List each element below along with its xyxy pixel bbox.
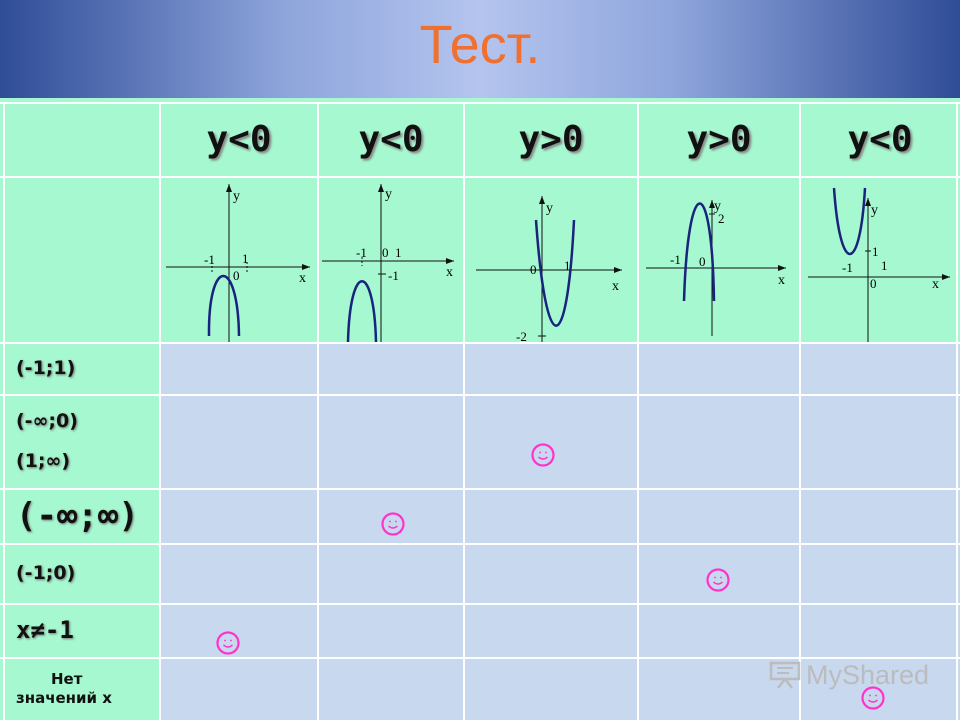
smiley-icon (381, 512, 405, 536)
graph-1-origin: 0 (233, 268, 240, 283)
graph-1-parabola (207, 274, 241, 337)
row-label-3: (-∞;∞) (0, 488, 160, 543)
graph-2-x-label: x (446, 265, 453, 280)
graph-3-tick-1: 1 (564, 258, 571, 273)
header-col-4: y>0 (686, 118, 752, 160)
graph-4-x-label: x (778, 273, 785, 288)
graph-4: y x 2 -1 0 (646, 199, 786, 336)
graph-4-origin: 0 (699, 254, 706, 269)
graph-1: y x -1 1 0 (166, 184, 310, 342)
grid-line (3, 102, 5, 720)
graph-4-y-label: y (714, 199, 721, 214)
graph-5-x-label: x (932, 277, 939, 292)
graph-1-x-label: x (299, 271, 306, 286)
grid-line (0, 488, 960, 490)
row-3-cells (160, 488, 960, 543)
smiley-icon (216, 631, 240, 655)
grid-line (0, 543, 960, 545)
graph-2-tick-1: 1 (395, 245, 402, 260)
graph-2-parabola (346, 280, 378, 342)
grid-line (0, 657, 960, 659)
graph-4-tick-neg1: -1 (670, 252, 681, 267)
grid-line (799, 102, 801, 720)
row-label-6: Нет значений x (0, 657, 160, 720)
graph-2-origin: 0 (382, 245, 389, 260)
graph-5-origin: 0 (870, 276, 877, 291)
graph-5-parabola (832, 187, 867, 255)
row-5-cells (160, 603, 960, 657)
graph-5-tick-y-1: 1 (872, 244, 879, 259)
graph-1-y-label: y (233, 189, 240, 204)
graph-3-parabola (534, 219, 576, 327)
row-1-cells (160, 342, 960, 394)
graph-1-tick-neg1: -1 (204, 252, 215, 267)
smiley-icon (861, 686, 885, 710)
graph-2-y-label: y (385, 187, 392, 202)
header-col-1: y<0 (206, 118, 272, 160)
graph-5-tick-x-1: 1 (881, 258, 888, 273)
graph-5-tick-neg1: -1 (842, 260, 853, 275)
header-col-3: y>0 (518, 118, 584, 160)
graph-4-tick-2: 2 (718, 211, 725, 226)
watermark: MyShared (768, 658, 929, 692)
graph-5: y x 1 -1 1 0 (808, 187, 950, 342)
smiley-icon (706, 568, 730, 592)
header-top-line (0, 102, 960, 104)
row-label-4: (-1;0) (0, 543, 160, 603)
row-6-cells (160, 657, 960, 720)
grid-line (0, 342, 960, 344)
grid-line (159, 102, 161, 720)
grid-line (637, 102, 639, 720)
grid-line (956, 102, 958, 720)
graph-3: y x 0 1 -2 (476, 196, 622, 342)
graph-2-tick-y-neg1: -1 (388, 268, 399, 283)
smiley-icon (531, 443, 555, 467)
grid-line (463, 102, 465, 720)
grid-line (0, 603, 960, 605)
page-title: Тест. (419, 15, 541, 75)
row-label-2: (-∞;0) (1;∞) (0, 394, 160, 488)
graph-3-x-label: x (612, 279, 619, 294)
graph-1-tick-1: 1 (242, 251, 249, 266)
graph-5-y-label: y (871, 203, 878, 218)
graph-3-origin: 0 (530, 262, 537, 277)
watermark-text: MyShared (806, 659, 930, 690)
graph-3-tick-neg2: -2 (516, 329, 527, 342)
grid-line (317, 102, 319, 720)
grid-line (0, 176, 960, 178)
graph-4-parabola (682, 202, 716, 302)
row-2-cells (160, 394, 960, 488)
graph-3-y-label: y (546, 201, 553, 216)
grid-line (0, 394, 960, 396)
graph-2: y x -1 0 1 -1 (322, 184, 454, 342)
presentation-board-icon (769, 661, 801, 689)
test-table: y<0 y<0 y>0 y>0 y<0 y x -1 1 0 y x -1 0 … (0, 98, 960, 720)
row-4-cells (160, 543, 960, 603)
row-label-5: x≠-1 (0, 603, 160, 657)
row-label-1: (-1;1) (0, 342, 160, 394)
header-col-2: y<0 (358, 118, 424, 160)
graph-2-tick-neg1: -1 (356, 245, 367, 260)
header-col-5: y<0 (847, 118, 913, 160)
title-banner (0, 0, 960, 98)
